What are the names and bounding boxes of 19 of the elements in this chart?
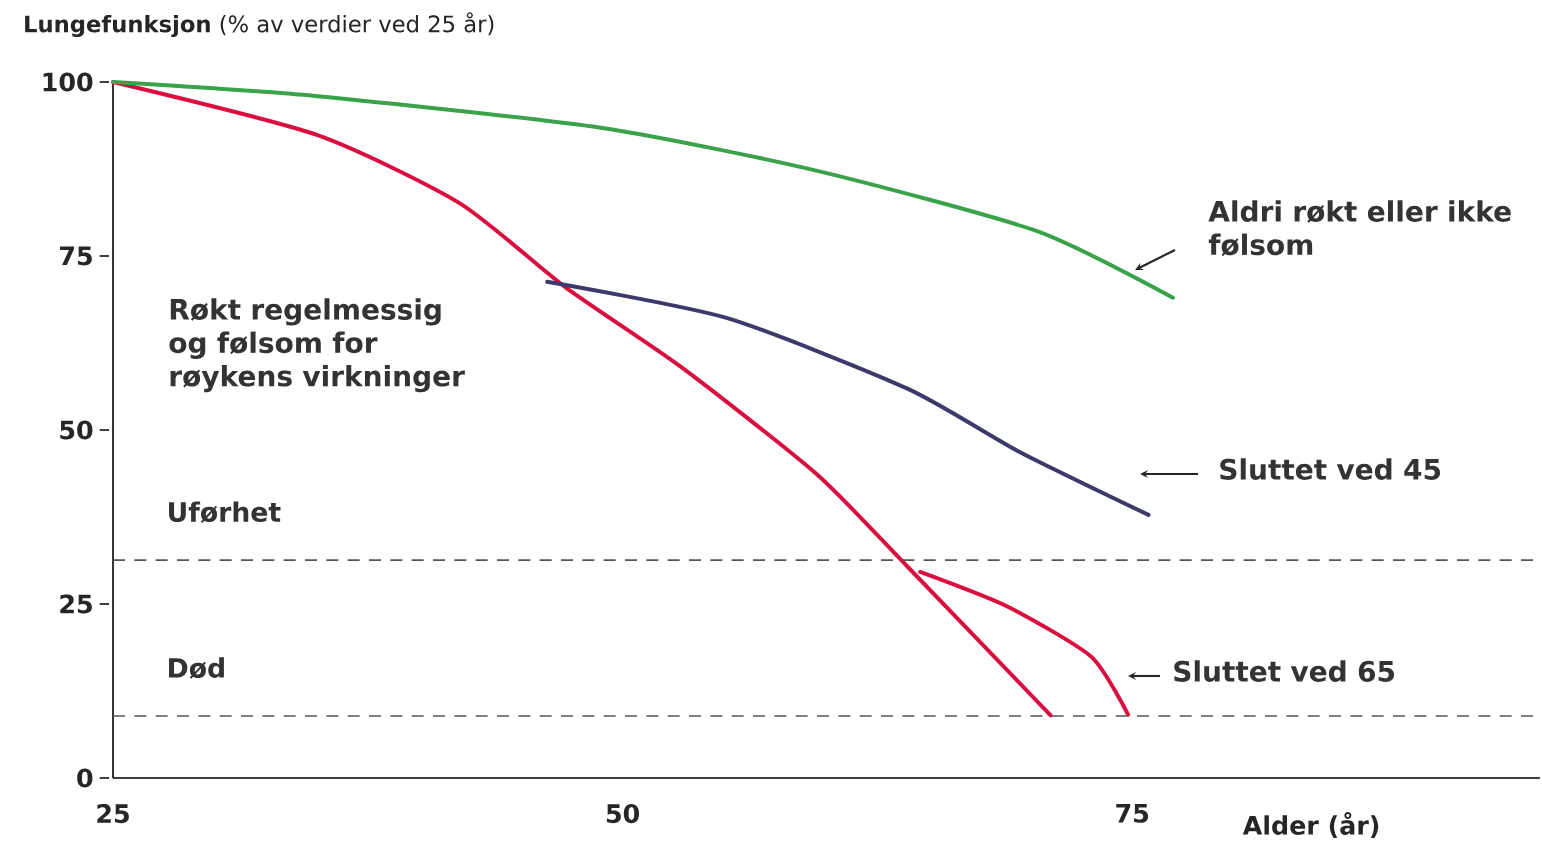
ref-line-label: Død bbox=[169, 657, 224, 679]
series-label: Aldri røkt eller ikke følsom bbox=[1208, 200, 1511, 257]
y-tick-label: 50 bbox=[60, 420, 93, 440]
text: Sluttet ved 65 bbox=[1174, 660, 1395, 682]
y-tick-label: 100 bbox=[43, 72, 93, 92]
text: Sluttet ved 45 bbox=[1220, 458, 1441, 480]
x-axis-title: Alder (år) bbox=[1242, 812, 1379, 838]
y-tick-label: 0 bbox=[77, 768, 93, 788]
x-tick-label: 75 bbox=[1116, 804, 1149, 823]
x-tick-label: 50 bbox=[606, 804, 640, 824]
ref-line-label: Uførhet bbox=[169, 501, 281, 523]
x-tick-label: 25 bbox=[97, 804, 129, 824]
line-series bbox=[111, 79, 1175, 300]
line-series bbox=[545, 279, 1151, 517]
text: Røkt regelmessig og følsom for røykens virkninger bbox=[169, 298, 465, 393]
y-axis-title: Lungefunksjon (% av verdier ved 25 år) bbox=[25, 12, 494, 38]
y-tick-label: 25 bbox=[60, 594, 92, 614]
line-series bbox=[918, 569, 1131, 717]
y-tick-label: 75 bbox=[60, 246, 92, 266]
